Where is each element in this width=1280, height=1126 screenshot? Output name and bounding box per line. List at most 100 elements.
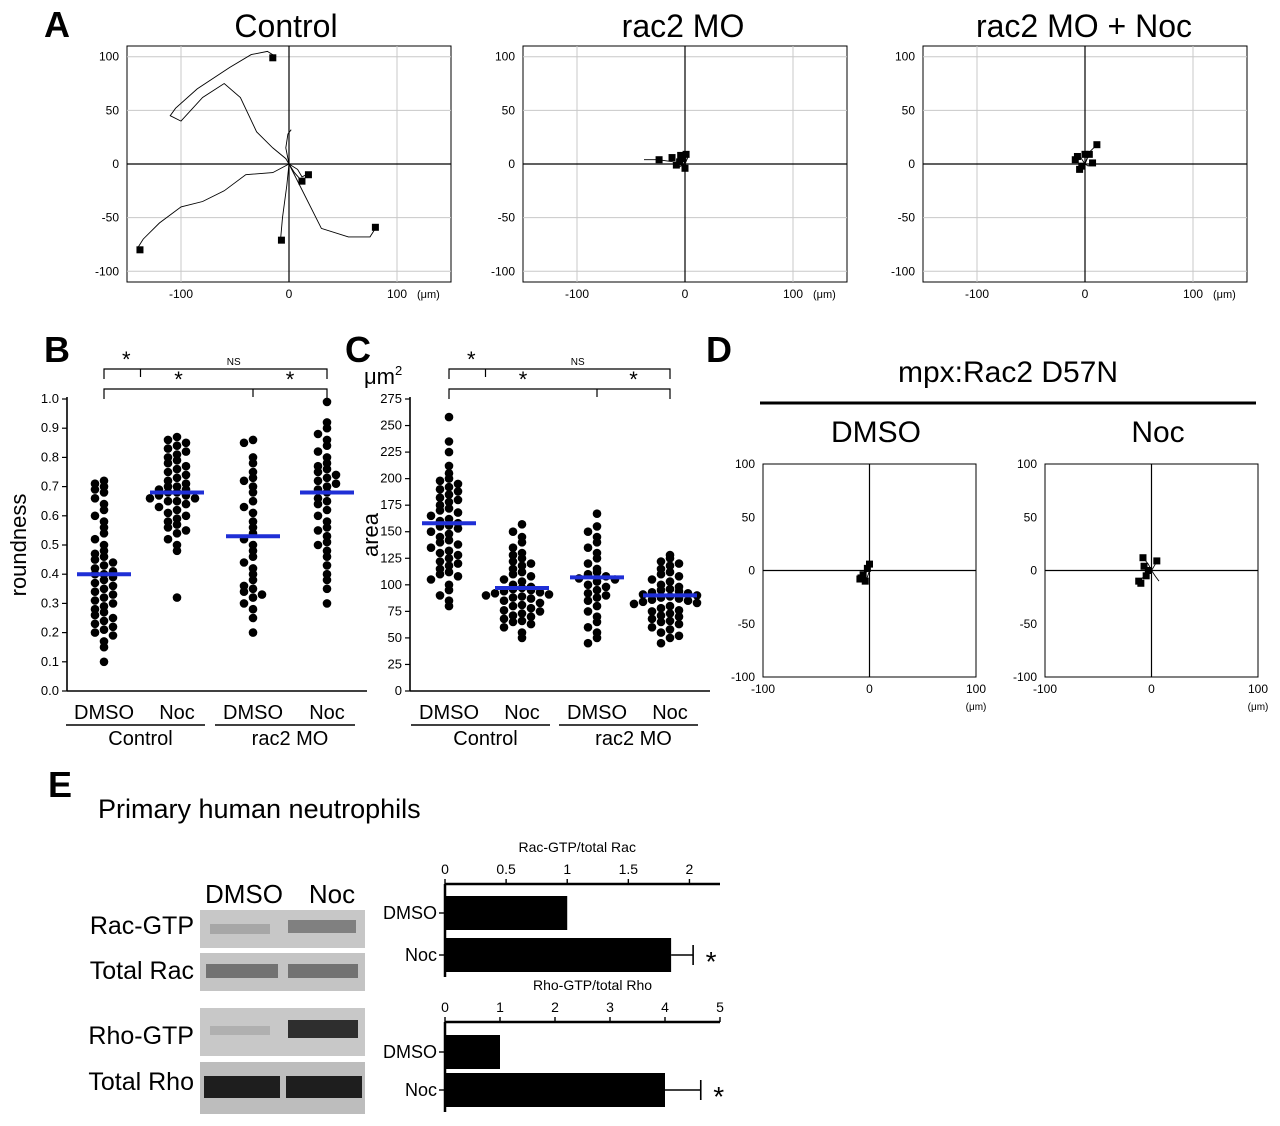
data-point bbox=[683, 596, 693, 605]
data-point bbox=[499, 596, 509, 605]
data-point bbox=[322, 505, 332, 515]
data-point bbox=[181, 499, 191, 509]
panel-letter-a: A bbox=[44, 4, 70, 45]
data-point bbox=[248, 613, 258, 623]
data-point bbox=[313, 526, 323, 535]
data-point bbox=[172, 473, 182, 483]
x-tick-label: -100 bbox=[1033, 682, 1057, 696]
data-point bbox=[444, 546, 454, 556]
panel-d-label-dmso: DMSO bbox=[831, 416, 921, 449]
data-point bbox=[313, 476, 323, 486]
data-point bbox=[453, 495, 463, 505]
bar bbox=[445, 938, 672, 972]
panel-a-plot-control: 100 50 0 -50 -100 -100 0 100 (μm) bbox=[95, 45, 452, 301]
x-tick-label: 100 bbox=[1183, 287, 1203, 301]
data-point bbox=[435, 591, 445, 600]
data-point bbox=[99, 488, 109, 497]
data-point bbox=[517, 592, 527, 601]
data-point bbox=[453, 572, 463, 581]
data-point bbox=[444, 529, 454, 539]
data-point bbox=[435, 557, 445, 566]
y-tick-label: 50 bbox=[1024, 510, 1038, 524]
track-endpoint bbox=[866, 560, 873, 568]
y-tick-label: 0.7 bbox=[41, 479, 59, 494]
track-line bbox=[1151, 570, 1160, 582]
track-endpoint bbox=[1085, 150, 1093, 158]
sig-label: * bbox=[122, 347, 131, 372]
data-point bbox=[592, 567, 602, 577]
sig-label: * bbox=[174, 367, 183, 392]
data-point bbox=[248, 473, 258, 483]
panel-letter-c: C bbox=[345, 329, 371, 370]
x-tick-label: 0 bbox=[286, 287, 293, 301]
unit-label: (μm) bbox=[1213, 289, 1236, 301]
data-point bbox=[508, 527, 518, 536]
data-point bbox=[583, 596, 593, 605]
data-point bbox=[99, 593, 109, 602]
y-tick-label: 0.0 bbox=[41, 683, 59, 698]
data-point bbox=[444, 504, 454, 513]
track-line bbox=[279, 163, 290, 242]
bar-tick-label: 0 bbox=[441, 861, 449, 877]
data-point bbox=[535, 588, 545, 597]
bar bbox=[445, 896, 568, 930]
data-point bbox=[239, 558, 249, 567]
track-endpoint bbox=[668, 154, 676, 162]
data-point bbox=[583, 580, 593, 590]
data-point bbox=[426, 527, 436, 536]
y-tick-label: 0 bbox=[748, 564, 755, 578]
data-point bbox=[583, 623, 593, 632]
data-point bbox=[90, 610, 100, 620]
track-endpoint bbox=[1089, 159, 1097, 167]
data-point bbox=[674, 586, 684, 596]
data-point bbox=[99, 607, 109, 617]
western-blot-rac-gtp bbox=[200, 910, 365, 948]
data-point bbox=[172, 456, 182, 465]
bar-tick-label: 3 bbox=[606, 999, 614, 1015]
data-point bbox=[108, 590, 118, 599]
data-point bbox=[99, 499, 109, 509]
category-label: DMSO bbox=[567, 702, 627, 724]
track-endpoint bbox=[277, 236, 285, 244]
data-point bbox=[90, 619, 100, 629]
panel-a-title-rac2mo-noc: rac2 MO + Noc bbox=[976, 8, 1192, 44]
data-point bbox=[99, 642, 109, 652]
blot-row-total-rac: Total Rac bbox=[90, 957, 194, 985]
data-point bbox=[656, 638, 666, 648]
sig-label: * bbox=[706, 946, 717, 977]
y-tick-label: 100 bbox=[495, 50, 515, 64]
y-tick-label: 100 bbox=[1017, 457, 1037, 471]
data-point bbox=[90, 511, 100, 521]
data-point bbox=[248, 584, 258, 594]
data-point bbox=[592, 585, 602, 595]
sig-label: * bbox=[519, 367, 528, 392]
track-endpoint bbox=[655, 156, 663, 164]
panel-a-title-control: Control bbox=[234, 8, 337, 44]
unit-label: (μm) bbox=[813, 289, 836, 301]
data-point bbox=[90, 555, 100, 564]
data-point bbox=[656, 617, 666, 627]
track-endpoint bbox=[136, 246, 144, 254]
data-point bbox=[444, 585, 454, 595]
data-point bbox=[248, 552, 258, 561]
data-point bbox=[322, 599, 332, 608]
data-point bbox=[163, 496, 173, 506]
y-tick-label: 50 bbox=[502, 103, 516, 117]
data-point bbox=[172, 505, 182, 515]
panel-c-ylabel: area bbox=[358, 512, 383, 557]
data-point bbox=[163, 467, 173, 477]
x-tick-label: 100 bbox=[1248, 682, 1268, 696]
y-tick-label: 250 bbox=[380, 418, 402, 433]
data-point bbox=[444, 412, 454, 422]
data-point bbox=[239, 476, 249, 486]
data-point bbox=[313, 467, 323, 477]
data-point bbox=[592, 577, 602, 586]
data-point bbox=[99, 575, 109, 585]
x-tick-label: 100 bbox=[966, 682, 986, 696]
data-point bbox=[583, 638, 593, 648]
data-point bbox=[248, 593, 258, 602]
panel-a-plot-rac2mo: 100 50 0 -50 -100 -100 0 100 (μm) bbox=[491, 45, 848, 301]
data-point bbox=[453, 540, 463, 549]
data-point bbox=[181, 526, 191, 535]
